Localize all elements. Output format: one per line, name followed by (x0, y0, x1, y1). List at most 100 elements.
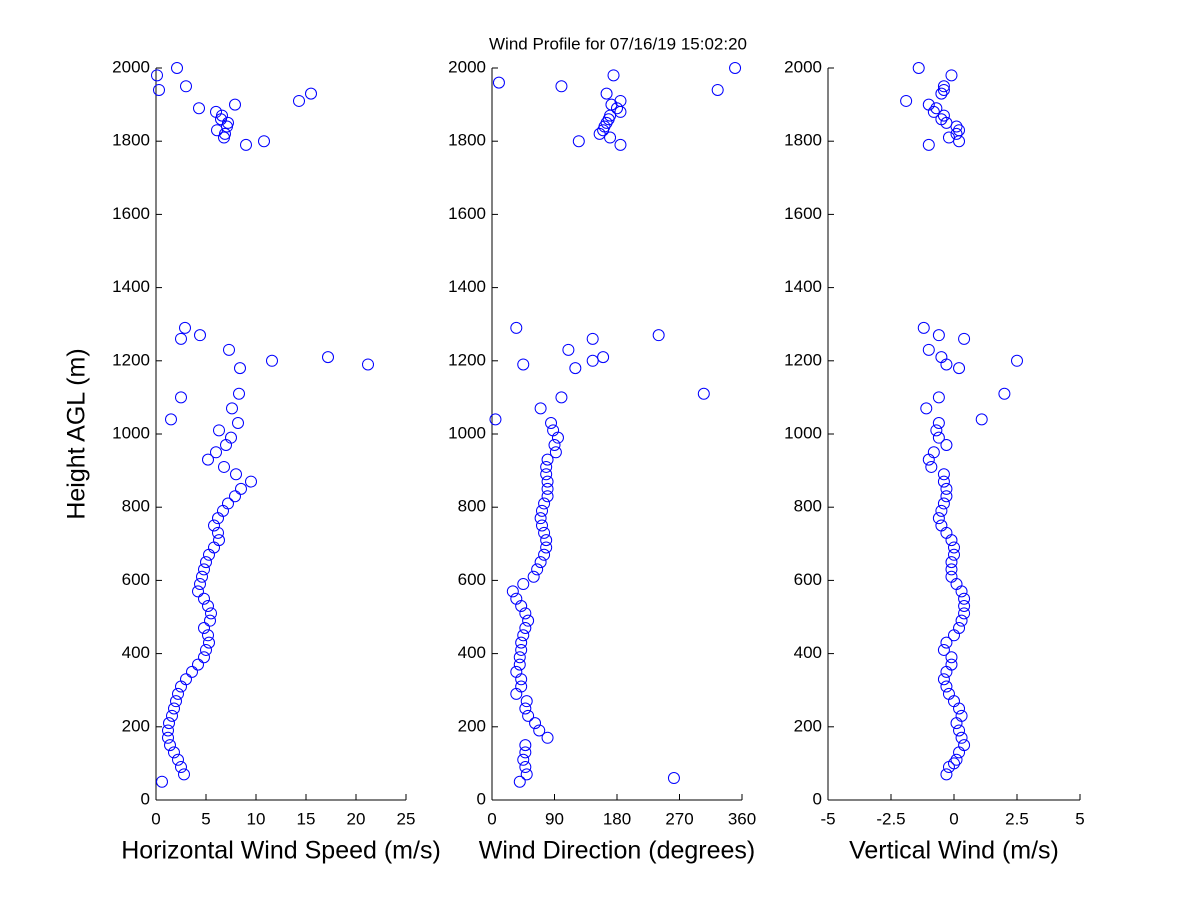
point (522, 709, 535, 722)
point (937, 83, 950, 96)
y-tick-label: 800 (122, 497, 150, 516)
point (729, 62, 742, 74)
point (958, 739, 971, 752)
point (202, 629, 214, 642)
point (219, 127, 231, 140)
y-tick-label: 600 (458, 570, 486, 589)
point (932, 329, 945, 342)
point (222, 116, 234, 129)
point (937, 475, 950, 488)
point (1011, 354, 1023, 367)
x-tick-label: -2.5 (876, 809, 905, 828)
point (948, 548, 960, 561)
point (920, 402, 933, 415)
point (305, 87, 317, 100)
y-tick-label: 1600 (448, 204, 486, 223)
point (213, 424, 225, 437)
point (958, 592, 971, 605)
point (950, 127, 963, 140)
y-tick-label: 400 (122, 643, 150, 662)
y-tick-label: 600 (794, 570, 822, 589)
point (945, 658, 958, 671)
y-tick-label: 1400 (448, 277, 486, 296)
point (519, 702, 532, 715)
point (541, 731, 554, 744)
point (322, 351, 334, 364)
y-tick-label: 1200 (112, 350, 150, 369)
point (193, 102, 205, 115)
point (245, 475, 257, 488)
point (230, 468, 242, 481)
point (932, 417, 945, 430)
point (180, 80, 192, 93)
x-tick-label: 5 (201, 809, 210, 828)
y-tick-label: 0 (813, 789, 822, 808)
point (975, 413, 988, 426)
point (515, 636, 528, 649)
point (937, 673, 950, 686)
point (998, 387, 1011, 400)
point (945, 69, 958, 82)
point (940, 482, 953, 495)
point (937, 497, 950, 510)
point (172, 753, 184, 766)
point (226, 402, 238, 415)
point (216, 109, 228, 122)
x-tick-label: 0 (949, 809, 958, 828)
point (234, 362, 246, 375)
point (162, 724, 174, 737)
point (519, 621, 532, 634)
y-tick-label: 1400 (784, 277, 822, 296)
point (522, 614, 535, 627)
point (212, 526, 224, 539)
point (652, 329, 665, 342)
x-tick-label: 360 (728, 809, 756, 828)
point (555, 80, 568, 93)
point (534, 556, 547, 569)
x-axis-label: Wind Direction (degrees) (479, 837, 756, 865)
point (517, 629, 530, 642)
point (203, 636, 215, 649)
point (937, 80, 950, 93)
point (520, 695, 533, 708)
point (519, 739, 532, 752)
point (942, 687, 955, 700)
point (186, 665, 198, 678)
point (166, 709, 178, 722)
figure-title: Wind Profile for 07/16/19 15:02:20 (489, 34, 747, 53)
point (205, 607, 217, 620)
point (194, 329, 206, 342)
point (536, 519, 548, 532)
x-axis-label: Horizontal Wind Speed (m/s) (121, 837, 441, 865)
point (935, 87, 948, 100)
y-tick-label: 200 (794, 716, 822, 735)
y-tick-label: 400 (794, 643, 822, 662)
point (540, 460, 553, 473)
point (547, 424, 560, 437)
point (513, 651, 526, 664)
y-tick-label: 200 (458, 716, 486, 735)
point (540, 541, 553, 554)
point (935, 113, 948, 126)
point (945, 556, 958, 569)
point (153, 83, 165, 96)
point (235, 482, 247, 495)
point (586, 354, 599, 367)
point (953, 124, 966, 137)
point (922, 98, 935, 111)
point (533, 724, 546, 737)
point (172, 687, 184, 700)
point (955, 709, 968, 722)
point (513, 658, 526, 671)
y-tick-label: 1800 (784, 131, 822, 150)
point (935, 351, 948, 364)
point (538, 548, 551, 561)
y-tick-label: 1800 (112, 131, 150, 150)
point (958, 332, 971, 345)
point (917, 321, 930, 334)
point (538, 526, 551, 539)
point (519, 761, 532, 774)
